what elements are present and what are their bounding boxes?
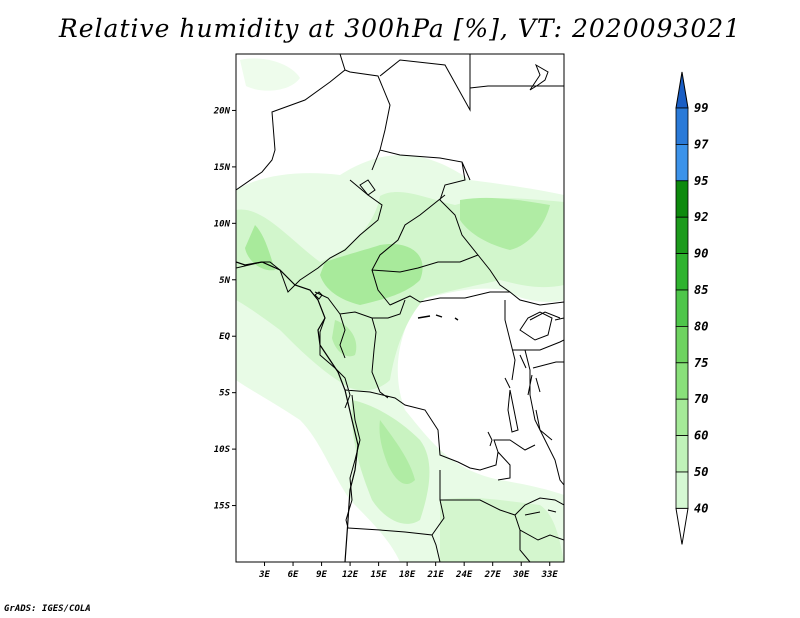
lon-tick-label: 33E xyxy=(541,570,559,580)
colorbar-level-label: 50 xyxy=(694,465,708,479)
lon-tick-label: 9E xyxy=(316,570,327,580)
colorbar-box xyxy=(675,180,689,218)
colorbar-level-label: 99 xyxy=(694,101,708,115)
lake-chad xyxy=(359,179,376,196)
colorbar-box xyxy=(675,216,689,254)
colorbar-level-label: 85 xyxy=(694,283,708,297)
humidity-shading-75b xyxy=(320,244,423,305)
colorbar-box xyxy=(675,289,689,327)
humidity-field xyxy=(236,58,564,562)
colorbar-box xyxy=(675,362,689,400)
country-borders xyxy=(236,54,564,562)
colorbar-level-label: 95 xyxy=(694,174,708,188)
colorbar-box xyxy=(675,398,689,437)
longitude-axis: 3E 6E 9E 12E 15E 18E 21E 24E 27E 30E 33E xyxy=(258,562,558,580)
colorbar-box xyxy=(675,107,689,145)
colorbar-level-label: 60 xyxy=(694,429,708,443)
lon-tick-label: 24E xyxy=(455,570,473,580)
lon-tick-label: 27E xyxy=(484,570,502,580)
lat-tick-label: 20N xyxy=(213,106,231,116)
lake-kivu xyxy=(487,431,493,447)
lon-tick-label: 21E xyxy=(427,570,445,580)
lat-tick-label: EQ xyxy=(219,332,230,342)
island-bioko xyxy=(314,291,323,300)
humidity-shading-se xyxy=(440,497,564,562)
colorbar-box xyxy=(675,325,689,364)
colorbar-level-label: 92 xyxy=(694,210,708,224)
lat-tick-label: 10S xyxy=(214,445,231,455)
lake-malawi xyxy=(524,509,557,516)
sahara-lake xyxy=(529,63,549,91)
colorbar-level-label: 70 xyxy=(694,392,708,406)
colorbar-box xyxy=(675,435,689,473)
colorbar-level-label: 90 xyxy=(694,247,708,261)
lat-tick-label: 15S xyxy=(214,502,231,512)
lon-tick-label: 30E xyxy=(512,570,530,580)
lon-tick-label: 12E xyxy=(342,570,359,580)
colorbar-top-arrow xyxy=(675,71,689,109)
colorbar-legend: 99 97 95 92 90 85 80 75 70 60 50 40 xyxy=(675,71,709,545)
border-lines xyxy=(236,54,564,562)
lat-tick-label: 5N xyxy=(219,276,230,286)
rift-lakes xyxy=(504,354,553,441)
lat-tick-label: 15N xyxy=(214,163,231,173)
coastline xyxy=(236,261,359,562)
humidity-shading-75e xyxy=(332,320,357,357)
humidity-shading-north xyxy=(240,58,300,91)
lat-tick-label: 5S xyxy=(219,389,230,399)
colorbar-level-label: 75 xyxy=(694,356,708,370)
colorbar-bottom-arrow xyxy=(675,507,689,545)
lat-tick-label: 10N xyxy=(214,219,231,229)
colorbar-level-label: 40 xyxy=(694,501,708,515)
colorbar-level-label: 97 xyxy=(694,137,709,151)
lon-tick-label: 18E xyxy=(399,570,416,580)
lon-tick-label: 3E xyxy=(258,570,270,580)
colorbar-level-label: 80 xyxy=(694,319,708,333)
latitude-axis: 20N 15N 10N 5N EQ 5S 10S 15S xyxy=(213,106,236,512)
map-frame xyxy=(235,53,565,563)
colorbar-box xyxy=(675,471,689,509)
humidity-shading-75 xyxy=(245,225,275,271)
grads-credit: GrADS: IGES/COLA xyxy=(4,604,91,614)
map-title: Relative humidity at 300hPa [%], VT: 202… xyxy=(58,14,742,43)
lake-tanganyika xyxy=(507,389,519,433)
humidity-shading-75c xyxy=(460,197,550,250)
lon-tick-label: 15E xyxy=(370,570,387,580)
colorbar-box xyxy=(675,253,689,291)
lake-victoria-outline xyxy=(519,311,553,341)
humidity-shading-75d xyxy=(379,420,415,485)
colorbar-box xyxy=(675,143,689,182)
lon-tick-label: 6E xyxy=(288,570,299,580)
congo-river-dashes xyxy=(417,314,459,321)
